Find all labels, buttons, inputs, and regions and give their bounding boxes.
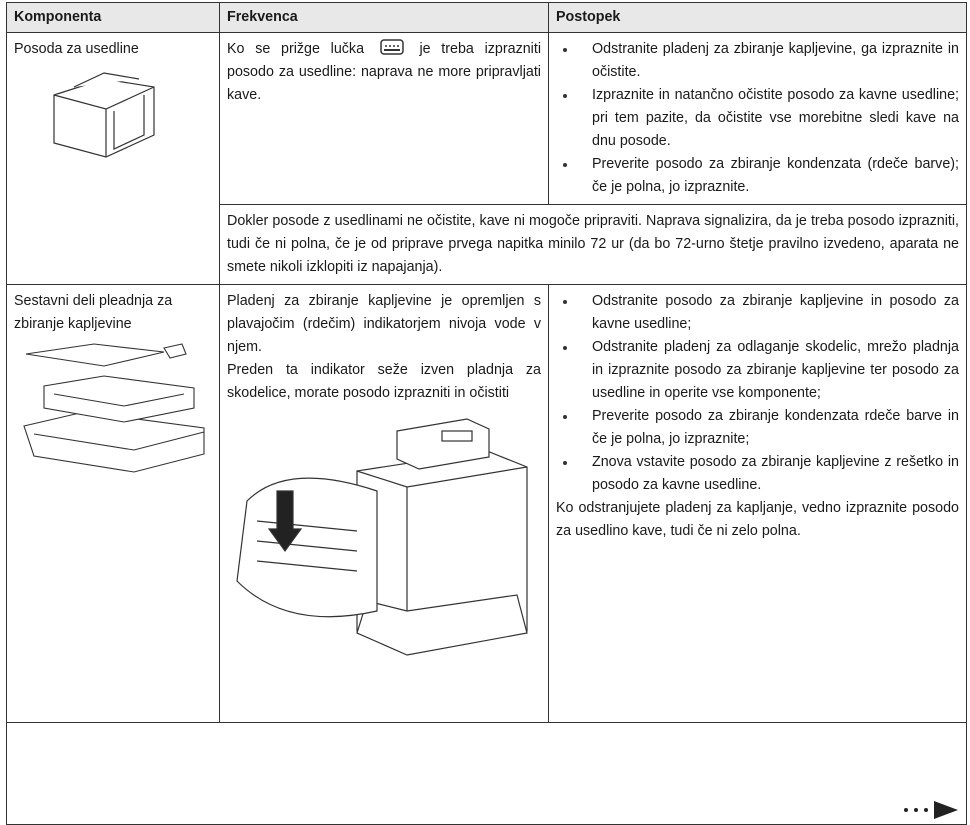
frequency-text: je treba izprazniti posodo za usedline: … — [227, 41, 541, 103]
procedure-step: Odstranite pladenj za odlaganje skodelic… — [556, 336, 959, 405]
frequency-text: Preden ta indikator seže izven pladnja z… — [227, 362, 541, 401]
procedure-step: Odstranite pladenj za zbiranje kapljevin… — [556, 38, 959, 84]
component-cell: Sestavni deli pleadnja za zbiranje kaplj… — [6, 284, 220, 723]
maintenance-table: Komponenta Frekvenca Postopek Posoda za … — [6, 2, 967, 825]
component-name: Posoda za usedline — [14, 41, 139, 57]
component-name: Sestavni deli pleadnja za zbiranje kaplj… — [14, 293, 173, 332]
frequency-text: Ko se prižge lučka — [227, 41, 365, 57]
procedure-step: Znova vstavite posodo za zbiranje kaplje… — [556, 451, 959, 497]
grounds-container-illustration — [53, 72, 155, 158]
procedure-step: Odstranite posodo za zbiranje kapljevine… — [556, 290, 959, 336]
procedure-step: Izpraznite in natančno očistite posodo z… — [556, 84, 959, 153]
component-cell: Posoda za usedline — [6, 32, 220, 285]
header-row: Komponenta Frekvenca Postopek — [6, 2, 967, 33]
header-cell: Komponenta — [6, 2, 220, 33]
header-cell: Frekvenca — [219, 2, 549, 33]
note-cell: Dokler posode z usedlinami ne očistite, … — [219, 204, 967, 285]
continuation-cell — [6, 722, 967, 825]
row — [6, 722, 967, 825]
procedure-step: Preverite posodo za zbiranje kondenzata … — [556, 405, 959, 451]
procedure-list: Odstranite pladenj za zbiranje kapljevin… — [556, 38, 959, 199]
procedure-note: Ko odstranjujete pladenj za kapljanje, v… — [556, 500, 959, 539]
row: Posoda za usedline Ko se prižge lučka je… — [6, 32, 967, 285]
frequency-text: Pladenj za zbiranje kapljevine je opreml… — [227, 293, 541, 355]
frequency-cell: Pladenj za zbiranje kapljevine je opreml… — [219, 284, 549, 723]
procedure-cell: Odstranite pladenj za zbiranje kapljevin… — [548, 32, 967, 205]
procedure-cell: Odstranite posodo za zbiranje kapljevine… — [548, 284, 967, 723]
header-cell: Postopek — [548, 2, 967, 33]
procedure-list: Odstranite posodo za zbiranje kapljevine… — [556, 290, 959, 497]
machine-illustration — [236, 418, 528, 656]
drip-tray-illustration — [23, 343, 205, 473]
grounds-icon — [379, 39, 404, 55]
procedure-step: Preverite posodo za zbiranje kondenzata … — [556, 153, 959, 199]
continue-arrow — [904, 801, 958, 819]
row: Dokler posode z usedlinami ne očistite, … — [7, 204, 967, 285]
row: Sestavni deli pleadnja za zbiranje kaplj… — [6, 284, 967, 723]
frequency-cell: Ko se prižge lučka je treba izprazniti p… — [219, 32, 549, 205]
